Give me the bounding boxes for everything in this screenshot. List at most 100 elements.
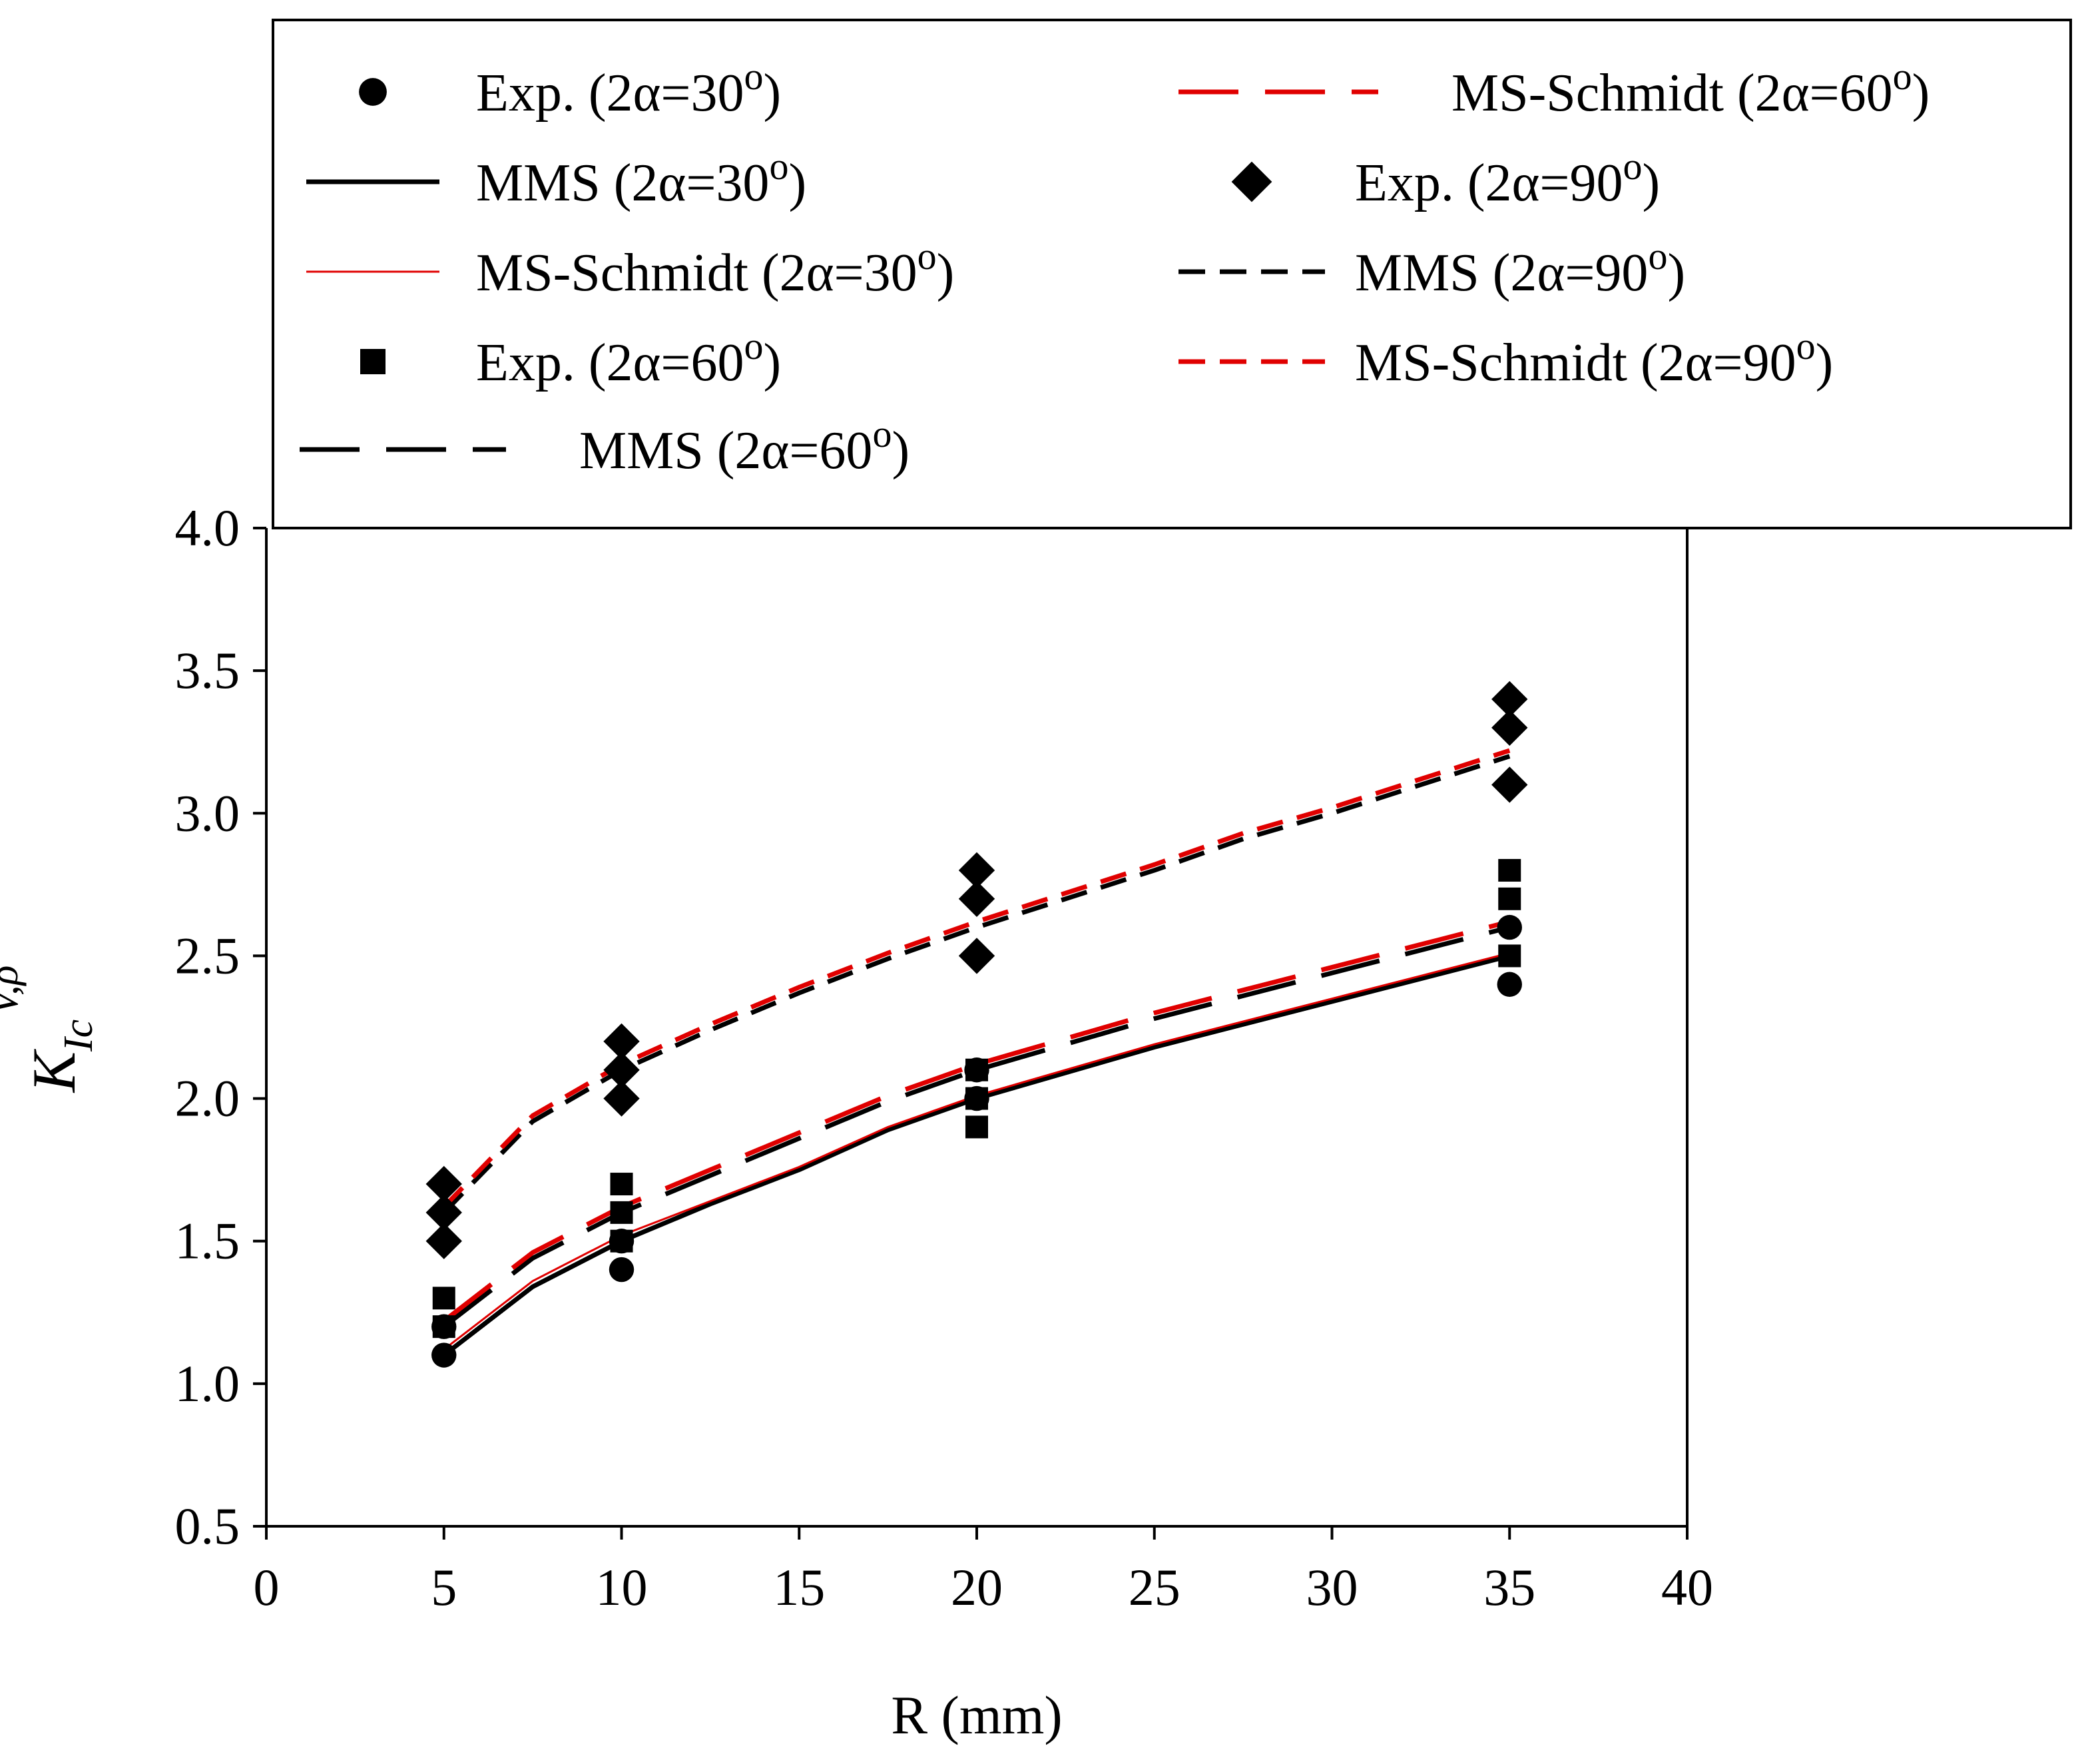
legend-label-text: MMS (2α=30	[476, 154, 769, 212]
data-point-3	[965, 1087, 988, 1110]
legend-label-text: MS-Schmidt (2α=30	[476, 244, 917, 302]
legend-label-2: MS-Schmidt (2α=30o)	[476, 234, 954, 302]
legend-label-text: Exp. (2α=90	[1355, 154, 1623, 212]
legend-close: )	[764, 334, 782, 392]
legend-close: )	[1912, 64, 1930, 123]
data-point-6	[603, 1023, 640, 1060]
legend-label-6: Exp. (2α=90o)	[1355, 145, 1660, 212]
legend-close: )	[892, 422, 910, 480]
data-point-6	[1491, 681, 1528, 718]
legend-box	[272, 19, 2072, 529]
legend-label-text: MMS (2α=90	[1355, 244, 1648, 302]
plot-area	[425, 681, 1528, 1368]
x-tick-label: 20	[951, 1558, 1003, 1616]
y-axis-title-sub: Ic	[56, 1020, 101, 1052]
data-point-0	[1497, 914, 1522, 940]
data-point-3	[610, 1201, 633, 1224]
data-point-0	[431, 1342, 457, 1368]
legend-entry-4: MMS (2α=60o)	[300, 412, 910, 480]
data-point-3	[432, 1287, 455, 1310]
legend-label-8: MS-Schmidt (2α=90o)	[1355, 324, 1833, 392]
data-point-6	[958, 938, 995, 974]
x-tick-label: 0	[254, 1558, 280, 1616]
data-point-3	[432, 1315, 455, 1338]
data-point-6	[425, 1165, 462, 1203]
legend-label-text: MMS (2α=60	[579, 422, 872, 480]
y-tick-label: 3.5	[175, 641, 240, 699]
y-tick-label: 1.0	[175, 1354, 240, 1412]
legend-entry-8: MS-Schmidt (2α=90o)	[1178, 324, 1833, 392]
legend-label-4: MMS (2α=60o)	[579, 412, 910, 480]
y-axis-title-main: K	[20, 1048, 88, 1093]
legend-degree: o	[1796, 324, 1816, 368]
data-point-3	[965, 1115, 988, 1139]
data-point-6	[425, 1223, 462, 1259]
x-tick-label: 10	[596, 1558, 648, 1616]
axes: 0 5 10 15 20 25 30 35 40 0.5 1.0 1.5 2.0 2.5 3.0 3.5 4.0…	[0, 499, 1713, 1745]
x-tick-label: 25	[1129, 1558, 1180, 1616]
y-tick-label: 1.5	[175, 1212, 240, 1270]
legend-marker-6	[1231, 161, 1272, 202]
legend-close: )	[788, 154, 806, 212]
legend-label-5: MS-Schmidt (2α=60o)	[1451, 55, 1930, 123]
legend-degree: o	[1648, 234, 1667, 278]
data-point-3	[610, 1229, 633, 1253]
y-tick-label: 2.0	[175, 1069, 240, 1127]
legend-marker-0	[359, 78, 387, 106]
legend-label-text: MS-Schmidt (2α=60	[1451, 64, 1893, 123]
data-point-6	[1491, 709, 1528, 746]
data-point-3	[965, 1058, 988, 1081]
data-point-6	[1491, 766, 1528, 803]
legend-degree: o	[1623, 145, 1643, 188]
legend-label-text: Exp. (2α=60	[476, 334, 744, 392]
y-tick-label: 2.5	[175, 926, 240, 984]
legend-entry-5: MS-Schmidt (2α=60o)	[1178, 55, 1930, 123]
data-point-3	[1498, 944, 1521, 968]
legend-label-0: Exp. (2α=30o)	[476, 55, 781, 123]
y-axis-title: KIc V,ρ	[0, 966, 101, 1094]
legend-degree: o	[744, 324, 764, 368]
data-point-3	[1498, 858, 1521, 882]
legend-close: )	[1667, 244, 1685, 302]
legend-entry-2: MS-Schmidt (2α=30o)	[306, 234, 954, 302]
data-point-6	[958, 880, 995, 917]
x-tick-label: 40	[1661, 1558, 1713, 1616]
legend-degree: o	[769, 145, 788, 188]
x-tick-label: 5	[431, 1558, 457, 1616]
legend-close: )	[764, 64, 782, 123]
y-tick-label: 4.0	[175, 499, 240, 557]
data-point-6	[603, 1080, 640, 1117]
y-tick-label: 3.0	[175, 784, 240, 842]
legend-close: )	[1643, 154, 1661, 212]
data-point-6	[603, 1051, 640, 1088]
x-axis-title: R (mm)	[891, 1685, 1062, 1745]
legend-close: )	[937, 244, 955, 302]
y-axis-title-sup: V,ρ	[0, 966, 27, 1016]
legend-entry-7: MMS (2α=90o)	[1178, 234, 1685, 302]
x-tick-label: 30	[1306, 1558, 1358, 1616]
data-point-6	[425, 1194, 462, 1231]
data-point-0	[609, 1257, 635, 1283]
data-point-0	[1497, 972, 1522, 997]
data-point-3	[1498, 887, 1521, 910]
y-tick-label: 0.5	[175, 1497, 240, 1555]
legend-marker-3	[360, 349, 386, 374]
legend-degree: o	[1893, 55, 1912, 98]
legend-label-7: MMS (2α=90o)	[1355, 234, 1685, 302]
legend-label-3: Exp. (2α=60o)	[476, 324, 781, 392]
legend-entry-3: Exp. (2α=60o)	[360, 324, 781, 392]
legend-label-1: MMS (2α=30o)	[476, 145, 806, 212]
legend-degree: o	[744, 55, 764, 98]
data-point-6	[958, 852, 995, 889]
legend-close: )	[1816, 334, 1834, 392]
legend-entry-1: MMS (2α=30o)	[306, 145, 806, 212]
legend-degree: o	[917, 234, 937, 278]
legend-label-text: Exp. (2α=30	[476, 64, 744, 123]
legend-entry-6: Exp. (2α=90o)	[1231, 145, 1660, 212]
data-point-3	[610, 1173, 633, 1196]
x-tick-label: 35	[1483, 1558, 1535, 1616]
legend-entry-0: Exp. (2α=30o)	[359, 55, 781, 123]
legend-degree: o	[872, 412, 892, 455]
legend: Exp. (2α=30o)MMS (2α=30o)MS-Schmidt (2α=…	[272, 19, 2072, 529]
